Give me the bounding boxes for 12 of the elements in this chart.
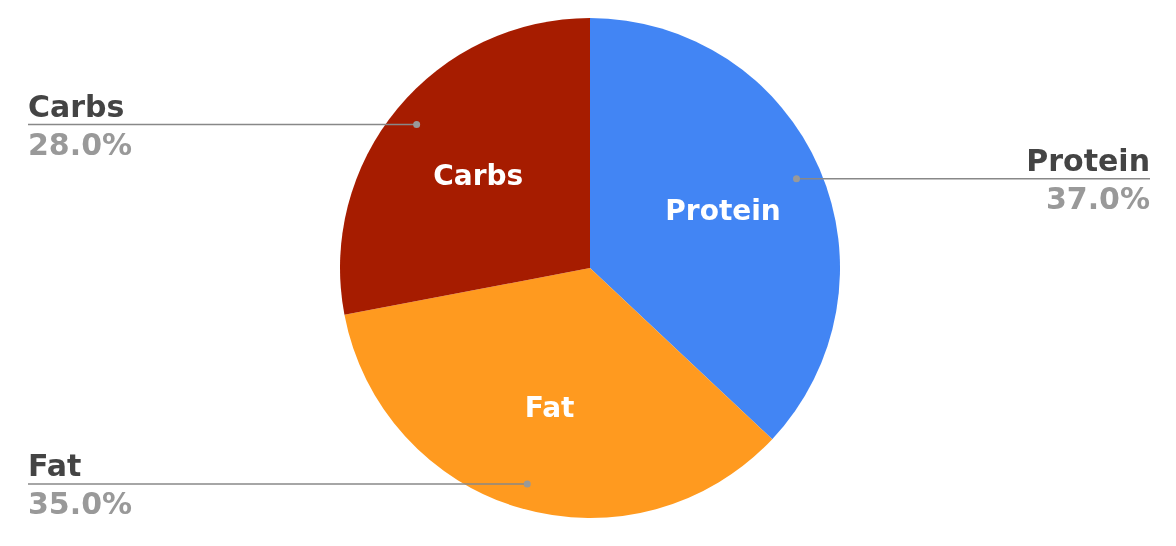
pie-slice [590, 18, 840, 440]
data-label: 37.0% [1045, 180, 1150, 216]
slice-label: Protein [665, 193, 781, 227]
slice-label: Carbs [28, 88, 125, 124]
pie-slice [344, 268, 773, 518]
slice-label: Fat [524, 390, 575, 424]
data-label: 28.0% [28, 126, 133, 162]
slice-label: Protein [1026, 142, 1150, 178]
data-label: 35.0% [28, 486, 133, 522]
pie-slice [340, 18, 590, 315]
slice-label: Fat [28, 448, 82, 484]
slice-label: Carbs [433, 159, 524, 193]
